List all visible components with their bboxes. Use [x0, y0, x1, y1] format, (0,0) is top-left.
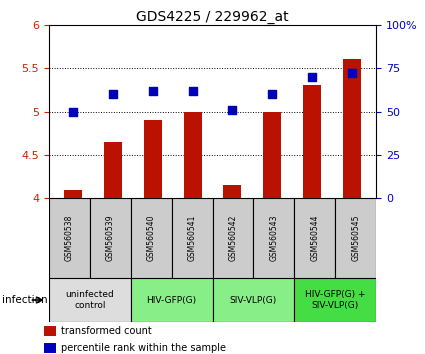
Bar: [131, 278, 212, 322]
Text: percentile rank within the sample: percentile rank within the sample: [61, 343, 226, 353]
Point: [229, 107, 236, 113]
Text: GSM560543: GSM560543: [269, 215, 278, 261]
Bar: [49, 198, 90, 278]
Bar: [343, 59, 361, 198]
Bar: [44, 343, 56, 353]
Text: SIV-VLP(G): SIV-VLP(G): [230, 296, 277, 304]
Text: GSM560544: GSM560544: [310, 215, 319, 261]
Text: uninfected
control: uninfected control: [65, 290, 114, 310]
Text: infection: infection: [2, 295, 48, 305]
Point: [349, 70, 356, 76]
Point: [269, 91, 276, 97]
Bar: [144, 120, 162, 198]
Bar: [264, 112, 281, 198]
Text: GSM560540: GSM560540: [147, 215, 156, 261]
Bar: [212, 278, 294, 322]
Bar: [212, 198, 253, 278]
Bar: [90, 198, 131, 278]
Title: GDS4225 / 229962_at: GDS4225 / 229962_at: [136, 10, 289, 24]
Bar: [184, 112, 201, 198]
Text: GSM560541: GSM560541: [187, 215, 196, 261]
Bar: [303, 85, 321, 198]
Bar: [294, 198, 335, 278]
Bar: [49, 278, 131, 322]
Text: HIV-GFP(G) +
SIV-VLP(G): HIV-GFP(G) + SIV-VLP(G): [305, 290, 366, 310]
Bar: [224, 185, 241, 198]
Text: transformed count: transformed count: [61, 326, 152, 336]
Text: GSM560545: GSM560545: [351, 215, 360, 261]
Bar: [44, 326, 56, 336]
Point: [69, 109, 76, 114]
Point: [189, 88, 196, 93]
Bar: [253, 198, 294, 278]
Text: GSM560542: GSM560542: [229, 215, 238, 261]
Bar: [294, 278, 376, 322]
Text: GSM560539: GSM560539: [106, 215, 115, 261]
Bar: [172, 198, 212, 278]
Point: [309, 74, 316, 80]
Text: GSM560538: GSM560538: [65, 215, 74, 261]
Bar: [64, 190, 82, 198]
Bar: [104, 142, 122, 198]
Text: HIV-GFP(G): HIV-GFP(G): [147, 296, 197, 304]
Bar: [131, 198, 172, 278]
Bar: [335, 198, 376, 278]
Point: [149, 88, 156, 93]
Point: [109, 91, 116, 97]
